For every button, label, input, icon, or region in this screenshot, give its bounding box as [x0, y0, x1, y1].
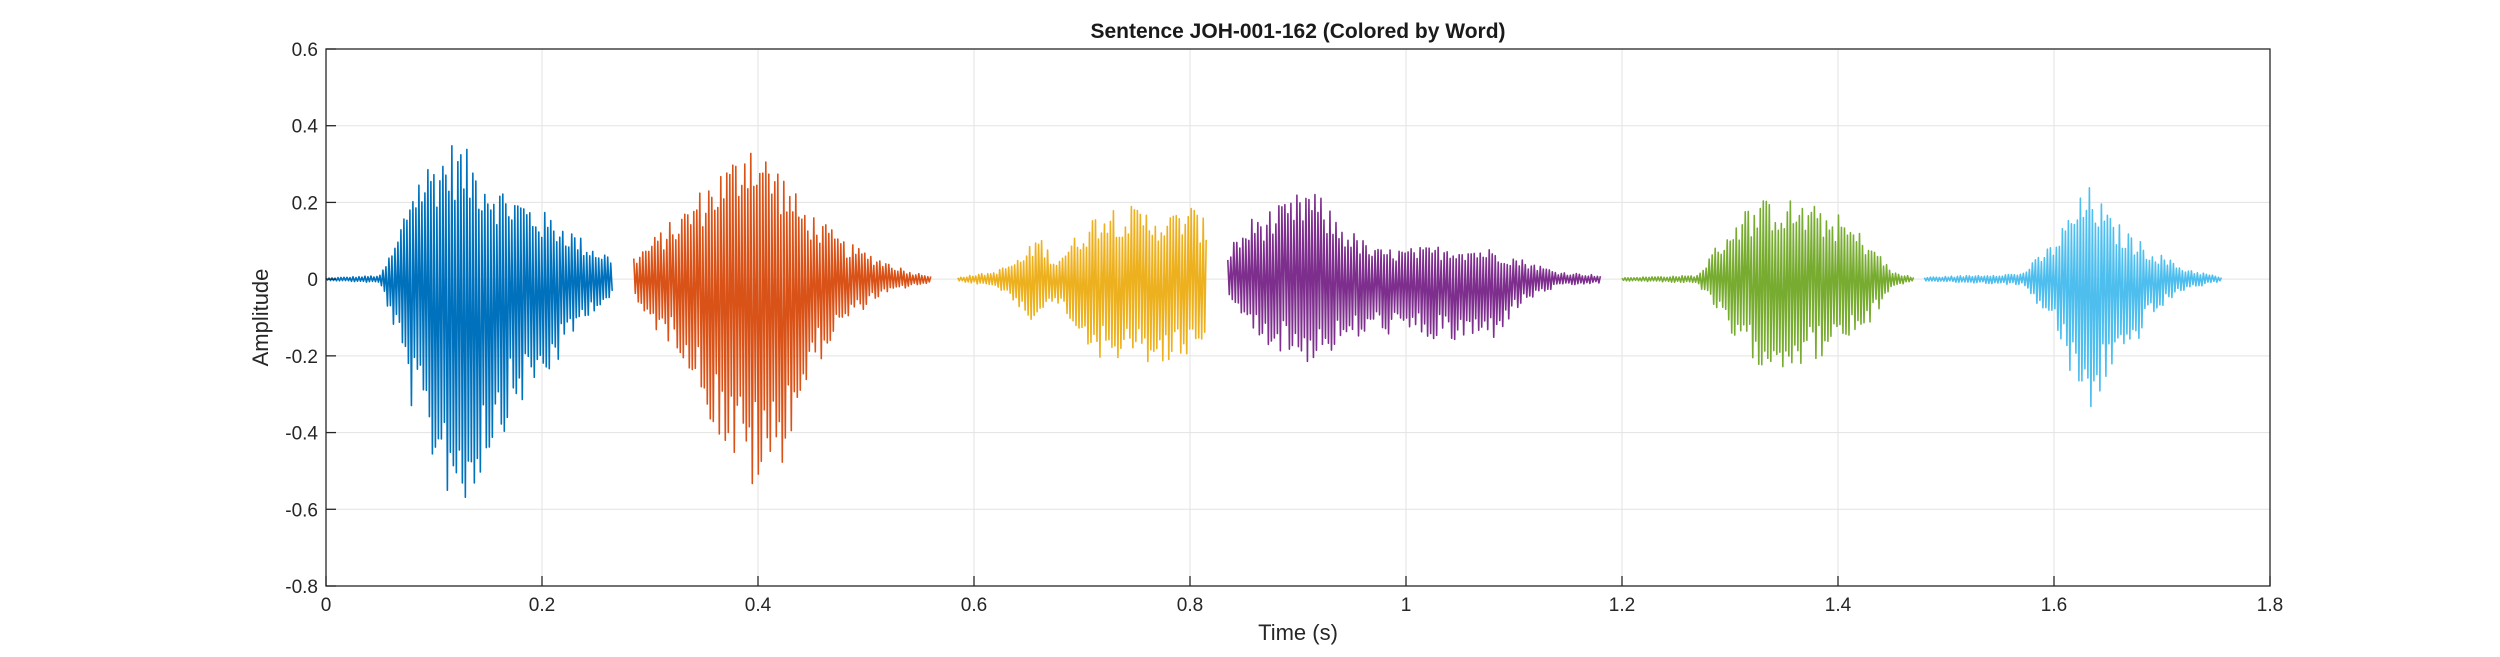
y-tick-label: -0.8 — [285, 577, 318, 598]
waveform-trace — [957, 205, 1207, 363]
waveform-trace — [325, 144, 613, 499]
axes: 0 0.2 0.4 0.6 0.8 1 1.2 1.4 1.6 1.8 -0.8 -0.6 -0.4 -0… — [285, 40, 2283, 616]
y-tick-label: -0.4 — [285, 424, 318, 445]
plot-frame — [325, 48, 2271, 587]
chart-title: Sentence JOH-001-162 (Colored by Word) — [1090, 20, 1505, 43]
word-waveform-series — [957, 205, 1207, 363]
waveform-trace — [1923, 186, 2223, 408]
x-tick-label: 1 — [1401, 595, 1412, 616]
word-waveform-series — [1621, 200, 1915, 368]
waveform-trace — [1621, 200, 1915, 368]
word-waveform-series — [1923, 186, 2223, 408]
x-tick-label: 1.8 — [2257, 595, 2283, 616]
waveform-trace — [1227, 193, 1602, 363]
word-waveform-series — [1227, 193, 1602, 363]
y-tick-label: -0.2 — [285, 347, 318, 368]
x-tick-label: 0.4 — [745, 595, 772, 616]
x-tick-label: 0.6 — [961, 595, 987, 616]
x-tick-label: 1.2 — [1609, 595, 1635, 616]
y-tick-label: -0.6 — [285, 500, 318, 521]
word-waveform-series — [325, 144, 613, 499]
word-waveform-series — [633, 152, 932, 485]
y-tick-label: 0.2 — [292, 193, 318, 214]
x-tick-label: 1.4 — [1825, 595, 1852, 616]
y-tick-label: 0.4 — [292, 117, 319, 138]
series-layer — [325, 144, 2223, 499]
waveform-trace — [633, 152, 932, 485]
y-axis-label: Amplitude — [248, 269, 273, 367]
x-tick-label: 0.2 — [529, 595, 555, 616]
x-tick-label: 1.6 — [2041, 595, 2067, 616]
x-axis-label: Time (s) — [1258, 620, 1338, 645]
x-tick-label: 0.8 — [1177, 595, 1203, 616]
y-tick-label: 0.6 — [292, 40, 318, 61]
y-tick-label: 0 — [307, 270, 318, 291]
x-tick-label: 0 — [321, 595, 332, 616]
